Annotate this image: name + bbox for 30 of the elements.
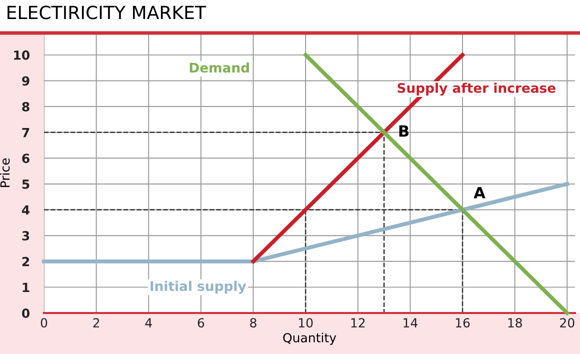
- series-label: Initial supply: [150, 280, 246, 294]
- y-tick-label: 1: [22, 282, 30, 292]
- y-tick-label: 3: [22, 231, 30, 241]
- x-tick-label: 8: [250, 318, 256, 328]
- y-tick-label: 8: [22, 102, 30, 112]
- y-tick-label: 2: [22, 256, 30, 266]
- x-tick-label: 10: [298, 318, 313, 328]
- x-tick-label: 16: [456, 318, 470, 328]
- y-tick-label: 5: [22, 180, 30, 189]
- text: Demand: [190, 62, 249, 73]
- y-axis-title: Price: [0, 158, 10, 188]
- y-tick-label: 10: [14, 50, 30, 60]
- x-tick-label: 20: [560, 318, 574, 328]
- y-tick-label: 9: [22, 76, 30, 86]
- series-label: Supply after increase: [398, 82, 556, 96]
- x-tick-label: 12: [351, 318, 365, 328]
- annotation: B: [399, 125, 409, 137]
- annotation: A: [474, 187, 486, 198]
- x-tick-label: 2: [93, 318, 100, 328]
- x-tick-label: 0: [40, 318, 48, 328]
- x-tick-label: 14: [404, 318, 418, 328]
- x-tick-label: 6: [198, 318, 204, 328]
- chart-title: ELECTIRICITY MARKET: [8, 6, 206, 20]
- x-axis-title: Quantity: [283, 332, 336, 345]
- y-tick-label: 7: [22, 128, 30, 138]
- y-tick-label: 4: [22, 205, 30, 215]
- x-tick-label: 4: [145, 318, 152, 328]
- x-tick-label: 18: [508, 318, 522, 328]
- y-tick-label: 6: [22, 154, 30, 164]
- y-tick-label: 0: [22, 308, 30, 318]
